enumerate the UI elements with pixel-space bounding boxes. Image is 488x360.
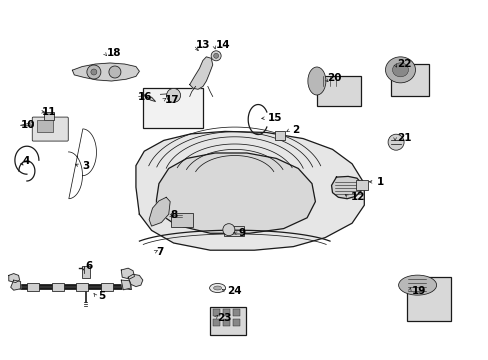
Ellipse shape [213,286,221,290]
Ellipse shape [398,275,436,295]
Bar [224,226,244,236]
Bar [212,309,219,316]
Polygon shape [121,280,131,290]
Polygon shape [9,274,20,283]
Polygon shape [189,57,212,89]
Polygon shape [128,274,142,287]
Polygon shape [72,63,139,81]
FancyBboxPatch shape [32,117,68,141]
Text: 16: 16 [138,92,152,102]
Text: 8: 8 [170,210,177,220]
Circle shape [213,53,218,58]
Polygon shape [156,153,315,233]
Text: 24: 24 [227,286,242,296]
Ellipse shape [385,57,415,83]
Text: 7: 7 [156,247,163,257]
Text: 5: 5 [98,291,105,301]
Text: 12: 12 [350,192,365,202]
Bar [232,319,239,326]
Bar [232,309,239,316]
Bar [222,319,229,326]
Bar [27,283,39,291]
Text: 2: 2 [292,125,299,135]
Bar [171,213,193,227]
Polygon shape [11,280,20,290]
Text: 13: 13 [195,40,210,50]
Bar [222,309,229,316]
Bar [142,88,203,128]
Bar [52,283,63,291]
Text: 4: 4 [22,156,29,166]
Text: 20: 20 [326,73,341,84]
Text: 21: 21 [396,132,411,143]
Circle shape [87,65,101,79]
Text: 17: 17 [165,95,180,105]
Bar [210,307,246,335]
Text: 9: 9 [238,228,245,238]
Text: 22: 22 [396,59,411,69]
Circle shape [211,51,221,61]
Text: 14: 14 [216,40,230,50]
Polygon shape [149,197,170,226]
Bar [82,266,90,278]
Text: 23: 23 [217,312,232,323]
Bar [316,76,360,105]
Ellipse shape [392,63,407,77]
Polygon shape [331,176,361,199]
Bar [406,277,450,321]
Circle shape [166,89,180,102]
Text: 19: 19 [411,286,425,296]
Bar [212,319,219,326]
Text: 1: 1 [376,177,383,187]
Bar [274,131,284,140]
Circle shape [387,134,403,150]
Text: 6: 6 [85,261,93,271]
Bar [76,283,88,291]
Bar [101,283,112,291]
Text: 18: 18 [106,48,121,58]
Polygon shape [121,268,134,279]
Circle shape [223,224,234,236]
Bar [44,112,54,120]
Text: 3: 3 [82,161,89,171]
Polygon shape [136,131,364,250]
Ellipse shape [209,284,225,292]
Polygon shape [146,97,155,102]
Circle shape [91,69,97,75]
Bar [355,180,367,190]
Text: 10: 10 [20,120,35,130]
Bar [390,64,428,96]
Bar [37,120,53,132]
Circle shape [109,66,121,78]
Text: 15: 15 [267,113,282,123]
Text: 11: 11 [41,107,56,117]
Ellipse shape [307,67,325,95]
